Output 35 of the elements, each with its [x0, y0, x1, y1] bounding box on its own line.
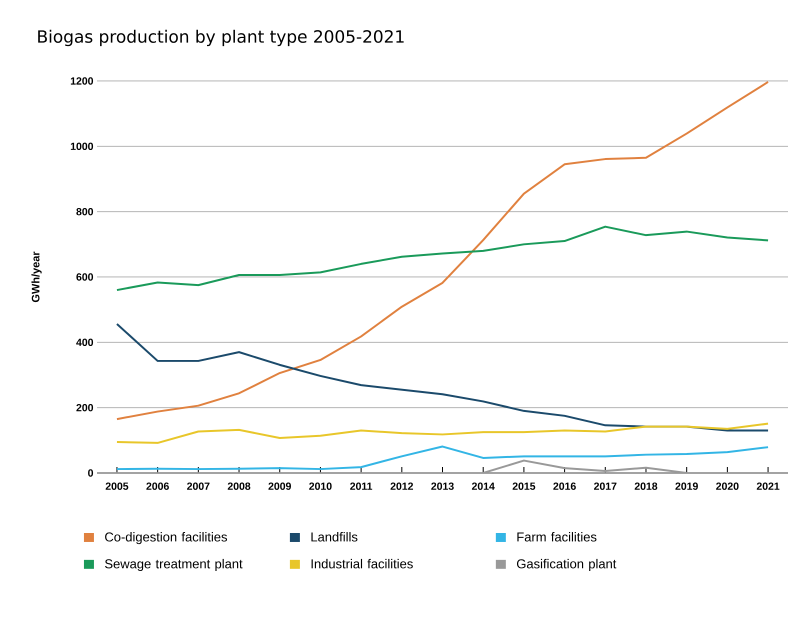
y-axis-title: GWh/year	[31, 252, 42, 302]
legend-label: Industrial facilities	[312, 558, 413, 568]
x-tick-label: 2005	[106, 482, 128, 490]
x-tick-label: 2018	[634, 482, 658, 490]
legend-label: Co-digestion facilities	[105, 532, 228, 544]
legend-label: Landfills	[311, 532, 358, 542]
x-tick-label: 2019	[675, 482, 698, 490]
x-tick-label: 2009	[268, 482, 291, 490]
y-tick-label: 400	[76, 338, 94, 346]
x-tick-label: 2016	[553, 482, 576, 490]
x-tick-label: 2014	[472, 482, 495, 490]
y-tick-label: 1000	[70, 142, 94, 150]
y-tick-label: 200	[76, 404, 94, 412]
x-tick-label: 2020	[716, 482, 739, 490]
x-tick-label: 2015	[512, 482, 536, 490]
y-tick-label: 600	[76, 273, 94, 281]
line-series	[116, 80, 770, 420]
x-tick-label: 2008	[228, 482, 250, 490]
legend-label: Farm facilities	[517, 532, 596, 542]
line-series	[116, 226, 770, 292]
x-tick-label: 2006	[146, 482, 169, 490]
x-tick-label: 2017	[594, 482, 616, 490]
legend-label: Gasification plant	[516, 558, 616, 571]
x-tick-label: 2011	[350, 482, 372, 490]
y-tick-label: 0	[88, 469, 94, 477]
y-tick-label: 1200	[70, 77, 94, 85]
x-tick-label: 2013	[431, 482, 454, 490]
x-tick-label: 2010	[309, 482, 332, 490]
legend-label: Sewage treatment plant	[105, 558, 243, 571]
x-tick-label: 2021	[756, 482, 780, 490]
x-tick-label: 2012	[390, 482, 414, 490]
x-tick-label: 2007	[187, 482, 210, 490]
line-series	[116, 422, 770, 444]
chart-title: Biogas production by plant type 2005-2021	[38, 30, 404, 46]
y-tick-label: 800	[76, 208, 94, 216]
